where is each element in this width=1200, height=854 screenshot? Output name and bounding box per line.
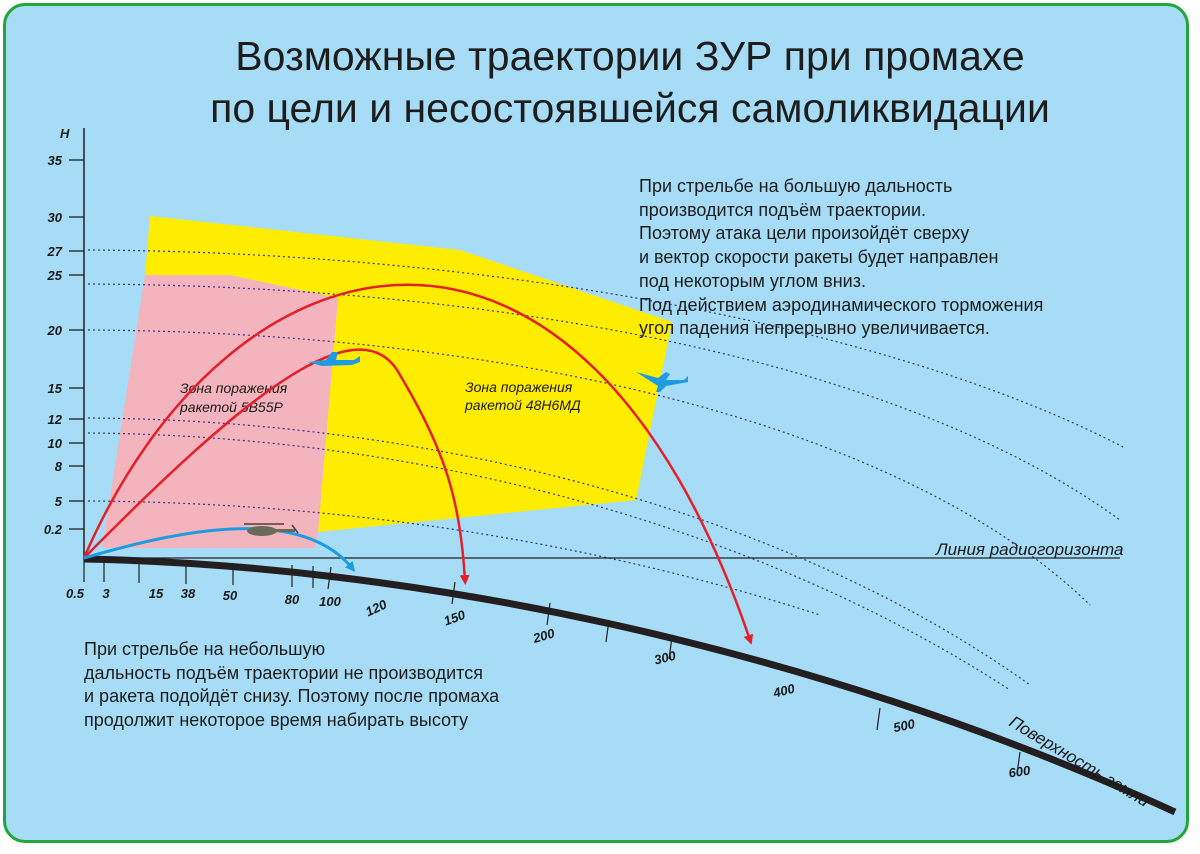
note-line: продолжит некоторое время набирать высот… bbox=[84, 710, 469, 731]
altitude-axis-label: H bbox=[60, 126, 70, 141]
zone-48n6md-label-2: ракетой 48Н6МД bbox=[464, 397, 581, 413]
range-tick-label: 15 bbox=[149, 586, 164, 601]
range-tick-label: 0.5 bbox=[66, 586, 85, 601]
trajectory-low-short-range bbox=[83, 527, 356, 572]
helicopter-icon bbox=[244, 523, 299, 536]
kill-zone-48n6md bbox=[145, 216, 672, 532]
note-short-range: При стрельбе на небольшую дальность подъ… bbox=[84, 638, 499, 733]
range-tick-label: 400 bbox=[771, 681, 797, 701]
note-line: производится подъём траектории. bbox=[639, 199, 927, 220]
altitude-tick-label: 5 bbox=[55, 494, 63, 509]
radio-horizon-label: Линия радиогоризонта bbox=[935, 540, 1123, 559]
altitude-dotted-lines bbox=[87, 249, 1126, 691]
zone-5v55r-label-2: ракетой 5В55Р bbox=[179, 399, 283, 415]
range-tick-label: 600 bbox=[1008, 763, 1032, 781]
altitude-tick-label: 0.2 bbox=[44, 522, 63, 537]
range-tick-label: 300 bbox=[653, 648, 678, 668]
range-tick bbox=[668, 636, 673, 660]
range-tick bbox=[451, 581, 456, 605]
trajectory-medium-range bbox=[83, 348, 470, 585]
altitude-tick-label: 30 bbox=[48, 210, 63, 225]
title-line-1: Возможные траектории ЗУР при промахе bbox=[235, 33, 1025, 79]
jet-aircraft-icon bbox=[308, 352, 360, 366]
note-line: под некоторым углом вниз. bbox=[639, 270, 866, 291]
note-line: При стрельбе на небольшую bbox=[84, 639, 326, 659]
altitude-tick-label: 12 bbox=[48, 412, 63, 427]
range-tick bbox=[327, 566, 332, 590]
range-tick-label: 100 bbox=[319, 594, 341, 609]
title-line-2: по цели и несостоявшейся самоликвидации bbox=[210, 85, 1050, 131]
range-tick bbox=[605, 619, 610, 643]
altitude-tick-label: 27 bbox=[47, 244, 63, 259]
kill-zone-5v55r bbox=[102, 275, 338, 548]
altitude-tick-label: 25 bbox=[47, 268, 63, 283]
earth-surface-label: Поверхность земли bbox=[1006, 712, 1153, 811]
note-line: и ракета подойдёт снизу. Поэтому после п… bbox=[84, 686, 500, 707]
note-line: При стрельбе на большую дальность bbox=[639, 176, 953, 196]
range-tick bbox=[1016, 751, 1021, 775]
range-tick-label: 120 bbox=[363, 596, 390, 619]
zone-5v55r-label-1: Зона поражения bbox=[180, 380, 288, 396]
altitude-axis: H 35 30 27 25 20 15 12 10 8 5 0.2 bbox=[44, 126, 85, 560]
range-tick-label: 3 bbox=[102, 586, 110, 601]
trajectory-high-long-range bbox=[82, 283, 754, 645]
range-tick bbox=[876, 707, 881, 731]
altitude-tick-label: 20 bbox=[47, 323, 63, 338]
page-title: Возможные траектории ЗУР при промахе по … bbox=[60, 30, 1200, 134]
altitude-tick-label: 10 bbox=[48, 436, 63, 451]
altitude-tick-label: 15 bbox=[48, 381, 63, 396]
note-line: угол падения непрерывно увеличивается. bbox=[639, 318, 990, 339]
range-tick bbox=[546, 602, 551, 626]
range-tick-label: 500 bbox=[892, 716, 917, 735]
altitude-ticks: 35 30 27 25 20 15 12 10 8 5 0.2 bbox=[44, 153, 84, 537]
altitude-tick-label: 8 bbox=[55, 459, 63, 474]
range-tick-label: 200 bbox=[530, 625, 557, 646]
range-tick-label: 38 bbox=[181, 586, 196, 601]
jet-aircraft-icon bbox=[636, 372, 688, 392]
note-line: Под действием аэродинамического торможен… bbox=[639, 294, 1044, 315]
range-tick-label: 150 bbox=[442, 607, 468, 629]
note-line: Поэтому атака цели произойдёт сверху bbox=[639, 223, 970, 244]
range-tick-label: 80 bbox=[285, 592, 300, 607]
note-line: и вектор скорости ракеты будет направлен bbox=[639, 247, 999, 268]
earth-surface-curve bbox=[83, 555, 1177, 816]
note-long-range: При стрельбе на большую дальность произв… bbox=[639, 175, 1043, 341]
altitude-tick-label: 35 bbox=[48, 153, 63, 168]
note-line: дальность подъём траектории не производи… bbox=[84, 662, 483, 683]
zone-48n6md-label-1: Зона поражения bbox=[465, 379, 573, 395]
range-tick-label: 50 bbox=[223, 588, 238, 603]
